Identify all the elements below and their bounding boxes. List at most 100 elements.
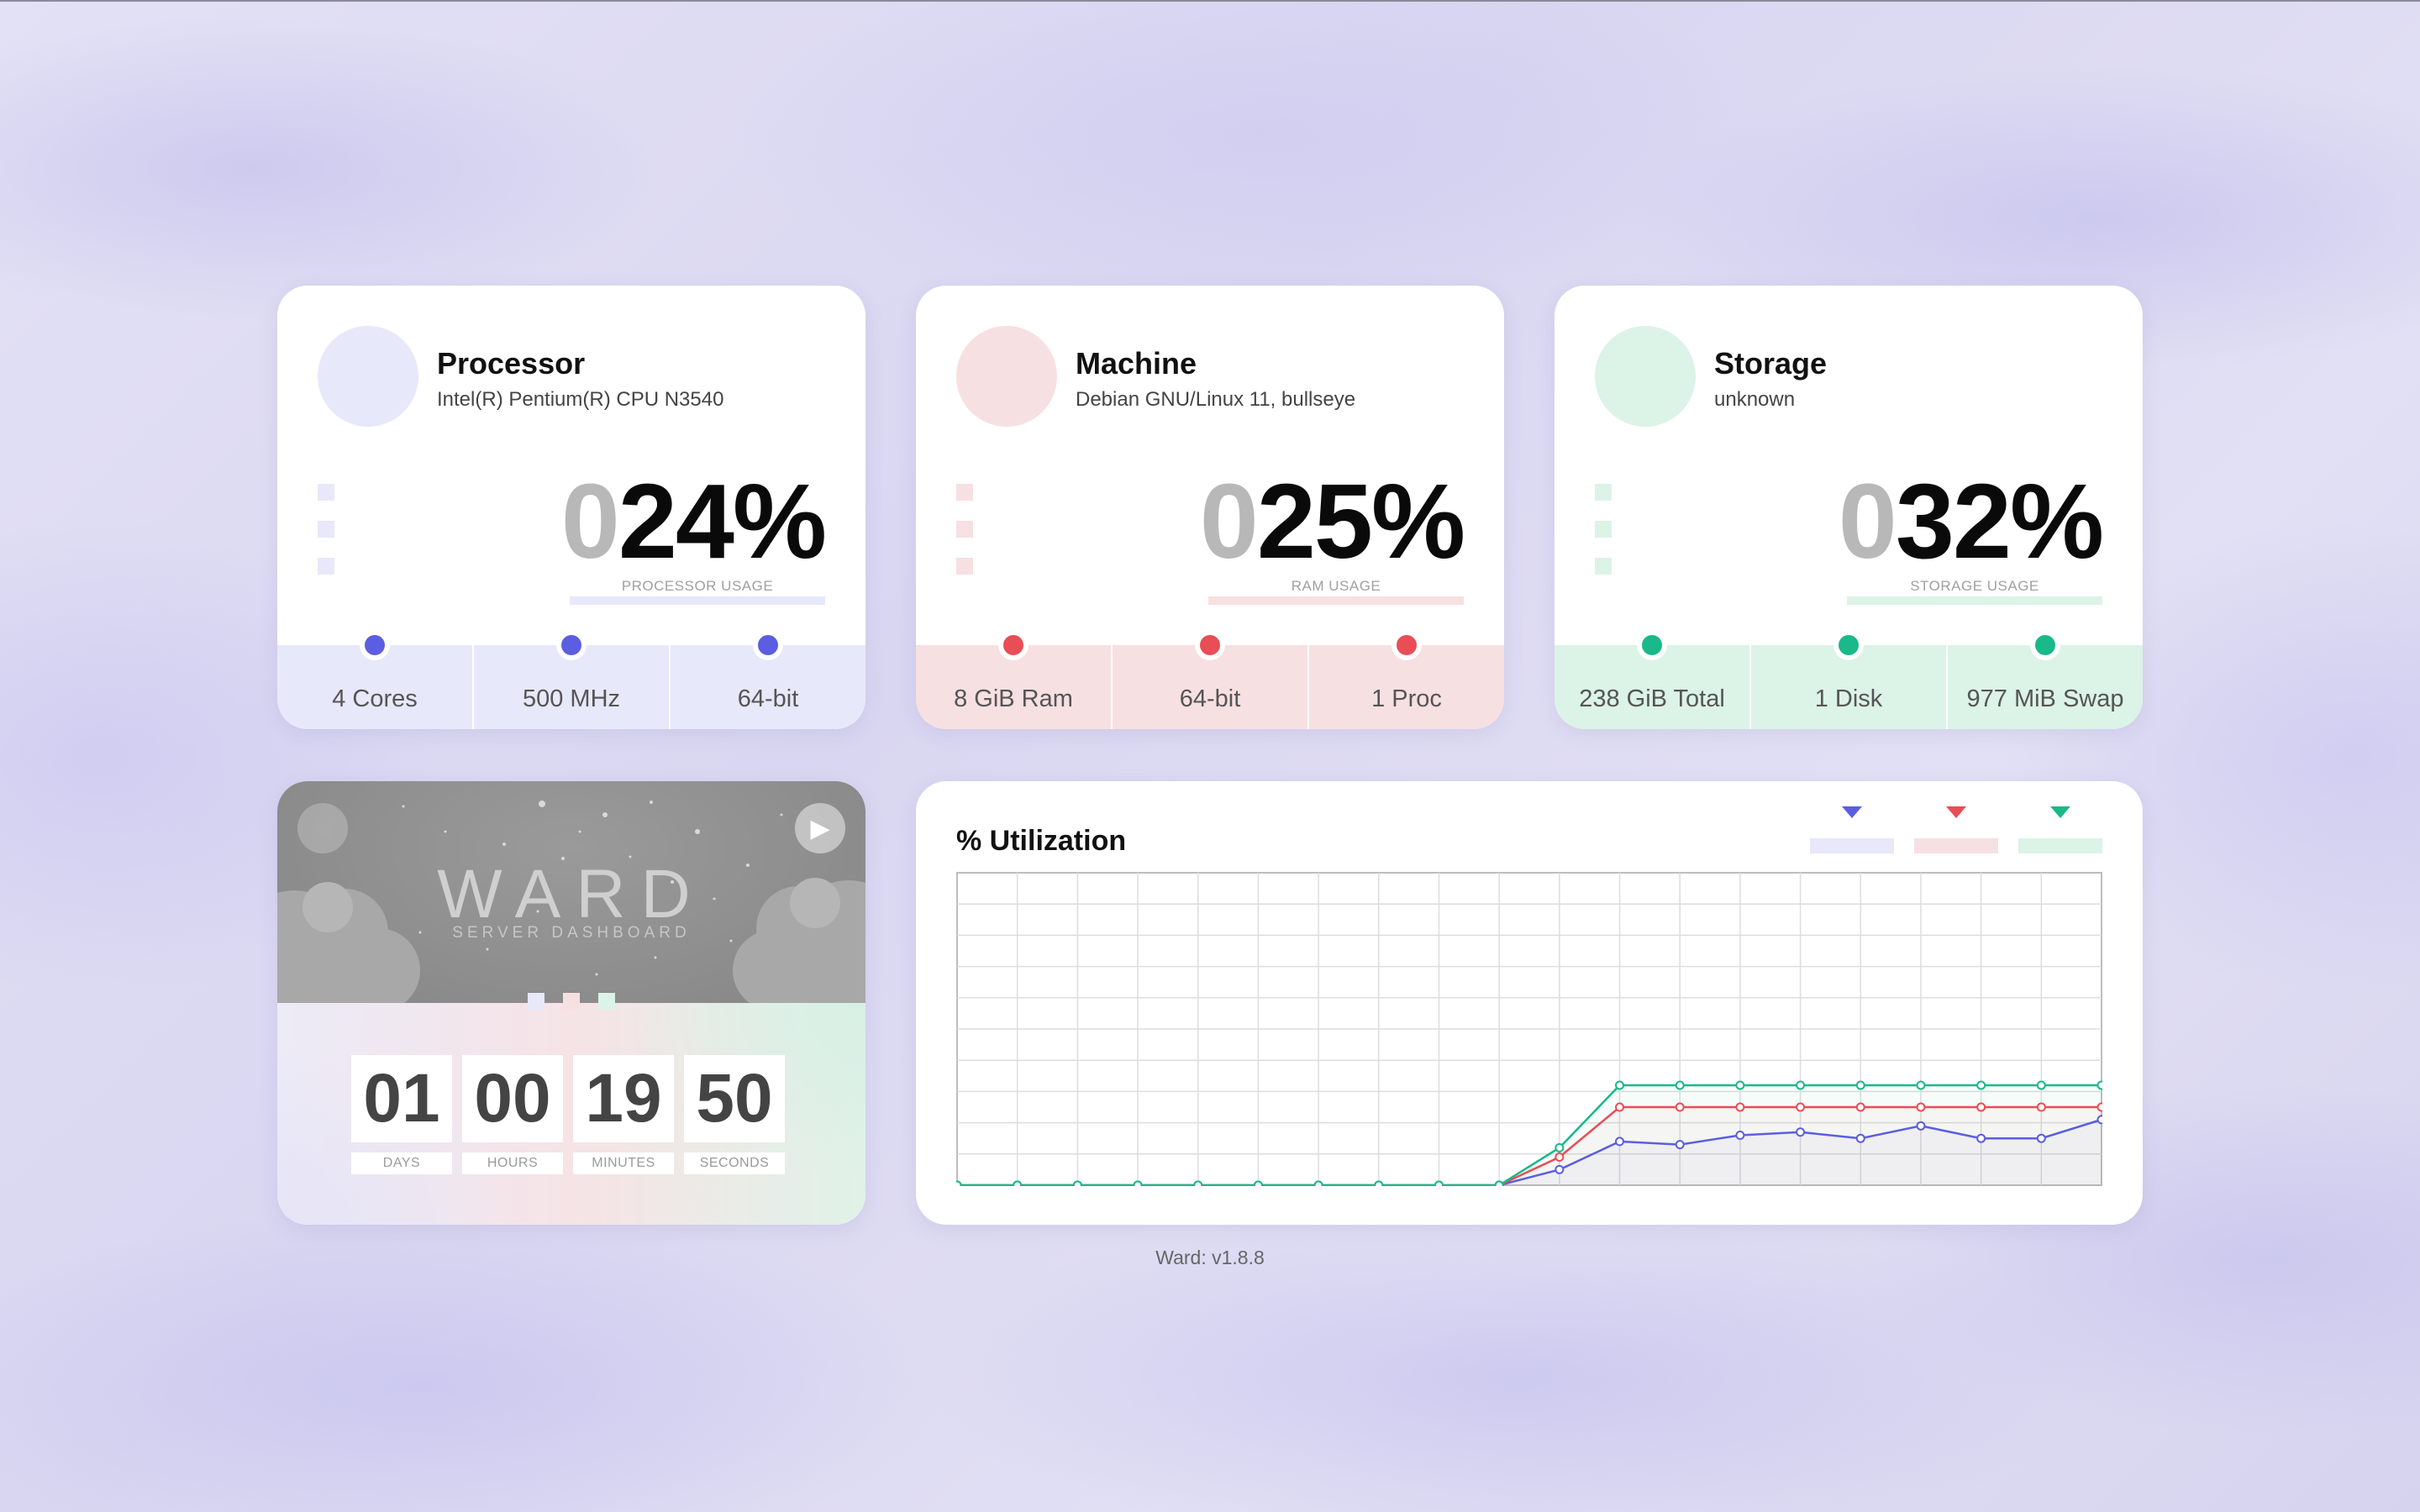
processor-subtitle: Intel(R) Pentium(R) CPU N3540 [437, 388, 724, 411]
processor-usage-bar [570, 596, 825, 605]
chart-series-1-point [1675, 1102, 1685, 1112]
chart-series-1-point [1735, 1102, 1745, 1112]
machine-stats: 8 GiB Ram 64-bit 1 Proc [916, 630, 1504, 729]
chart-series-1-point [1615, 1102, 1625, 1112]
machine-usage-bar [1208, 596, 1464, 605]
processor-stats: 4 Cores 500 MHz 64-bit [277, 630, 865, 729]
chart-series-2-point [1675, 1080, 1685, 1090]
chart-series-1-point [2036, 1102, 2046, 1112]
theme-swatch-machine[interactable] [563, 993, 580, 1010]
machine-usage-label: RAM USAGE [1291, 578, 1381, 594]
window-top-border [0, 0, 2420, 2]
processor-indicator-dots [318, 484, 334, 595]
chart-series-2-point [1253, 1180, 1263, 1186]
chart-series-2-point [1434, 1180, 1444, 1186]
chart-series-0-point [1976, 1133, 1986, 1143]
chart-series-2-point [1072, 1180, 1082, 1186]
machine-subtitle: Debian GNU/Linux 11, bullseye [1076, 388, 1356, 411]
processor-usage-label: PROCESSOR USAGE [621, 578, 774, 594]
storage-indicator-dots [1595, 484, 1612, 595]
chart-series-1-point [1855, 1102, 1865, 1112]
processor-usage-value: 024% [560, 462, 827, 580]
chart-series-1-area [957, 1107, 2102, 1185]
storage-usage-value: 032% [1838, 462, 2104, 580]
storage-usage-label: STORAGE USAGE [1910, 578, 2039, 594]
processor-title: Processor [437, 346, 586, 381]
ward-banner: WARD SERVER DASHBOARD ◀ ▶ [277, 781, 865, 1003]
ward-logo: WARD [437, 856, 706, 932]
chart-series-2-line [957, 1084, 2102, 1186]
processor-stat-frequency: 500 MHz [472, 630, 669, 729]
utilization-card: % Utilization [916, 781, 2143, 1225]
utilization-chart [956, 872, 2102, 1186]
chart-series-1-point [1555, 1152, 1565, 1163]
chart-legend [1810, 806, 2102, 853]
chart-series-1-point [1976, 1102, 1986, 1112]
chart-series-0-point [2036, 1133, 2046, 1143]
chart-series-2-point [1374, 1180, 1384, 1186]
machine-usage-value: 025% [1199, 462, 1465, 580]
theme-swatch-storage[interactable] [598, 993, 615, 1010]
storage-card: Storage unknown 032% STORAGE USAGE 238 G… [1555, 286, 2143, 729]
chart-series-2-point [1555, 1142, 1565, 1152]
storage-subtitle: unknown [1714, 388, 1796, 411]
legend-processor[interactable] [1810, 806, 1894, 853]
storage-stat-swap: 977 MiB Swap [1946, 630, 2143, 729]
uptime-minutes: 19 MINUTES [573, 1055, 674, 1174]
machine-title: Machine [1076, 346, 1197, 381]
chart-series-0-point [1675, 1140, 1685, 1150]
chart-series-0-point [2096, 1115, 2102, 1125]
machine-indicator-dots [956, 484, 973, 595]
theme-swatches [277, 993, 865, 1010]
processor-stat-cores: 4 Cores [277, 630, 472, 729]
chart-series-2-point [1013, 1180, 1023, 1186]
starfield-illustration [277, 801, 865, 1003]
chart-series-2-point [2096, 1080, 2102, 1090]
storage-stats: 238 GiB Total 1 Disk 977 MiB Swap [1555, 630, 2143, 729]
next-arrow-icon[interactable]: ▶ [795, 803, 845, 853]
chart-series-2-area [957, 1084, 2102, 1185]
chart-series-0-area [957, 1119, 2102, 1185]
storage-title: Storage [1714, 346, 1828, 381]
machine-stat-architecture: 64-bit [1111, 630, 1307, 729]
chart-series-2-point [1735, 1080, 1745, 1090]
machine-stat-processes: 1 Proc [1307, 630, 1504, 729]
chart-series-2-point [1133, 1180, 1143, 1186]
chart-series-1-point [1916, 1102, 1926, 1112]
uptime-timer: 01 DAYS 00 HOURS 19 MINUTES 50 SECONDS [351, 1055, 785, 1174]
processor-avatar [318, 326, 418, 427]
chart-series-2-point [1855, 1080, 1865, 1090]
chart-series-0-point [1796, 1127, 1806, 1137]
chart-series-0-point [1735, 1130, 1745, 1140]
storage-stat-total: 238 GiB Total [1555, 630, 1749, 729]
machine-card: Machine Debian GNU/Linux 11, bullseye 02… [916, 286, 1504, 729]
uptime-seconds: 50 SECONDS [684, 1055, 785, 1174]
previous-arrow-icon[interactable]: ◀ [297, 803, 348, 853]
chart-series-2-point [1494, 1180, 1504, 1186]
storage-usage-bar [1847, 596, 2102, 605]
chart-series-2-point [1615, 1080, 1625, 1090]
processor-stat-architecture: 64-bit [669, 630, 865, 729]
uptime-days: 01 DAYS [351, 1055, 452, 1174]
machine-stat-ram: 8 GiB Ram [916, 630, 1111, 729]
uptime-card: WARD SERVER DASHBOARD ◀ ▶ 01 DAYS 00 HOU… [277, 781, 865, 1225]
chart-series-2-point [1193, 1180, 1203, 1186]
chart-series-2-point [1796, 1080, 1806, 1090]
chart-series-0-point [1555, 1164, 1565, 1174]
legend-storage[interactable] [2018, 806, 2102, 853]
legend-machine[interactable] [1914, 806, 1998, 853]
chart-series-1-point [2096, 1102, 2102, 1112]
uptime-hours: 00 HOURS [462, 1055, 563, 1174]
storage-avatar [1595, 326, 1696, 427]
chart-series-2-point [1916, 1080, 1926, 1090]
chart-series-1-point [1796, 1102, 1806, 1112]
machine-avatar [956, 326, 1057, 427]
chart-series-2-point [956, 1180, 962, 1186]
chart-series-2-point [2036, 1080, 2046, 1090]
chart-series-0-point [1916, 1121, 1926, 1131]
chart-series-2-point [1976, 1080, 1986, 1090]
storage-stat-disks: 1 Disk [1749, 630, 1946, 729]
theme-swatch-processor[interactable] [528, 993, 544, 1010]
chart-series-0-point [1855, 1133, 1865, 1143]
